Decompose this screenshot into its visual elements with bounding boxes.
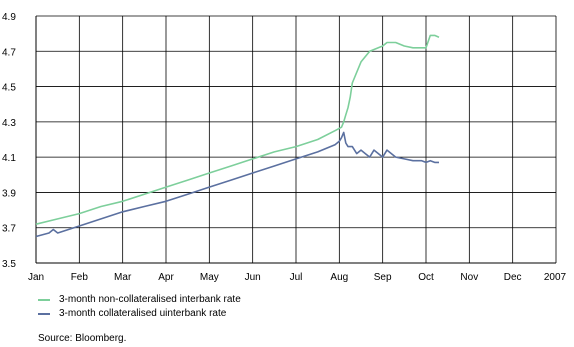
source-note: Source: Bloomberg. xyxy=(38,333,127,344)
legend-label-collateralised: 3-month collateralised uinterbank rate xyxy=(59,308,227,319)
y-tick-label: 3.9 xyxy=(2,188,16,199)
y-tick-label: 4.5 xyxy=(2,83,16,94)
legend-swatch-non-collateralised xyxy=(38,299,50,301)
legend: 3-month non-collateralised interbank rat… xyxy=(38,293,241,321)
x-tick-label: Nov xyxy=(460,272,478,283)
legend-label-non-collateralised: 3-month non-collateralised interbank rat… xyxy=(59,294,241,305)
x-tick-label: Mar xyxy=(114,272,132,283)
x-axis-ticks: Jan Feb Mar Apr May Jun Jul Aug Sep Oct Nov Dec 2007 xyxy=(28,272,567,283)
x-tick-label: Feb xyxy=(71,272,89,283)
y-tick-label: 4.9 xyxy=(2,12,16,23)
y-tick-label: 3.5 xyxy=(2,259,16,270)
y-tick-label: 4.3 xyxy=(2,118,16,129)
x-tick-label: Jul xyxy=(290,272,303,283)
x-tick-label: Apr xyxy=(158,272,174,283)
x-tick-label: Jun xyxy=(245,272,261,283)
x-tick-year-label: 2007 xyxy=(544,272,567,283)
series-line-1 xyxy=(35,131,439,238)
y-tick-label: 4.1 xyxy=(2,153,16,164)
x-tick-label: Sep xyxy=(374,272,392,283)
y-axis-ticks: 3.5 3.7 3.9 4.1 4.3 4.5 4.7 4.9 xyxy=(2,12,16,270)
grid xyxy=(35,15,557,264)
y-tick-label: 4.7 xyxy=(2,47,16,58)
legend-swatch-collateralised xyxy=(38,313,50,315)
x-tick-label: May xyxy=(200,272,219,283)
x-tick-label: Oct xyxy=(418,272,434,283)
legend-item-non-collateralised: 3-month non-collateralised interbank rat… xyxy=(38,293,241,307)
x-tick-label: Aug xyxy=(330,272,348,283)
y-tick-label: 3.7 xyxy=(2,224,16,235)
series-line-0 xyxy=(35,34,440,225)
x-tick-label: Jan xyxy=(28,272,44,283)
x-tick-label: Dec xyxy=(504,272,522,283)
series-lines xyxy=(35,34,440,238)
legend-item-collateralised: 3-month collateralised uinterbank rate xyxy=(38,307,241,321)
